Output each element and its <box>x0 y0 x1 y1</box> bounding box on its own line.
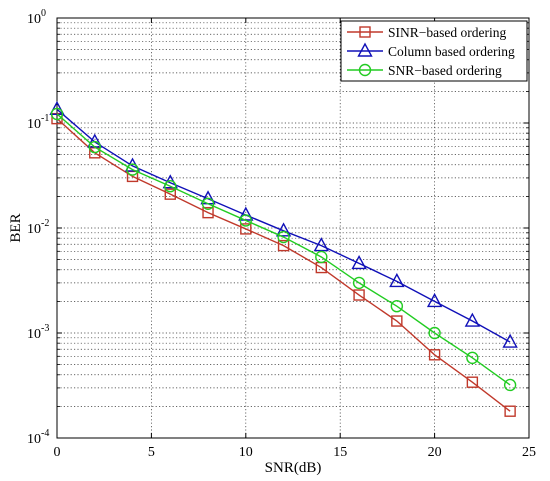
data-point-triangle <box>351 254 367 270</box>
x-tick-label: 20 <box>428 445 442 460</box>
series-lines <box>49 100 518 417</box>
y-tick-label: 100 <box>27 8 46 27</box>
x-tick-label: 5 <box>148 445 155 460</box>
data-point-circle <box>126 163 139 176</box>
data-point-circle <box>466 351 479 365</box>
data-point-triangle <box>426 292 443 308</box>
y-tick-label: 10-1 <box>27 113 49 132</box>
y-tick-label: 10-4 <box>27 428 49 447</box>
grid-lines <box>57 18 529 438</box>
data-point-triangle <box>313 237 329 252</box>
legend-item: SNR−based ordering <box>347 63 502 78</box>
data-point-circle <box>503 378 517 392</box>
legend-marker-circle <box>358 63 372 77</box>
data-point-square <box>202 206 214 219</box>
legend-label: SNR−based ordering <box>388 63 502 78</box>
data-point-circle <box>88 140 101 154</box>
data-point-circle <box>315 250 328 264</box>
data-point-circle <box>277 230 290 244</box>
x-tick-label: 25 <box>522 445 536 460</box>
data-point-square <box>428 349 441 361</box>
axis-ticks: 0 5 10 15 20 25 100 10-1 10-2 10-3 10-4 <box>27 8 536 460</box>
series-line <box>56 113 511 386</box>
data-point-square <box>466 376 479 388</box>
data-point-square <box>353 289 365 301</box>
data-point-square <box>277 239 290 252</box>
legend-marker-triangle <box>357 42 373 57</box>
series-triangle <box>49 100 518 348</box>
x-tick-label: 15 <box>333 445 347 460</box>
data-point-circle <box>428 326 441 340</box>
x-axis-label: SNR(dB) <box>265 460 322 476</box>
data-point-triangle <box>502 333 518 348</box>
data-point-circle <box>164 180 177 193</box>
y-axis-label: BER <box>8 213 24 242</box>
data-point-circle <box>201 197 215 211</box>
data-point-square <box>391 315 403 327</box>
data-point-circle <box>50 107 64 121</box>
series-circle <box>50 107 517 392</box>
legend-item: SINR−based ordering <box>347 25 506 40</box>
data-point-circle <box>390 299 404 313</box>
data-point-triangle <box>275 222 292 237</box>
data-point-circle <box>352 276 366 290</box>
data-point-square <box>504 405 516 417</box>
data-point-square <box>240 223 252 235</box>
data-point-square <box>164 188 176 200</box>
data-point-triangle <box>464 312 481 327</box>
legend: SINR−based ordering Column based ordering… <box>340 20 528 82</box>
x-tick-label: 10 <box>239 445 253 460</box>
series-line <box>56 108 511 343</box>
x-tick-label: 0 <box>54 445 61 460</box>
legend-item: Column based ordering <box>347 42 515 59</box>
legend-label: SINR−based ordering <box>388 25 506 40</box>
series-line <box>56 118 511 412</box>
data-point-circle <box>239 214 253 227</box>
legend-marker-square <box>359 26 371 38</box>
y-tick-label: 10-2 <box>27 218 49 237</box>
data-point-triangle <box>389 272 405 288</box>
legend-label: Column based ordering <box>388 44 515 59</box>
y-tick-label: 10-3 <box>27 323 49 342</box>
